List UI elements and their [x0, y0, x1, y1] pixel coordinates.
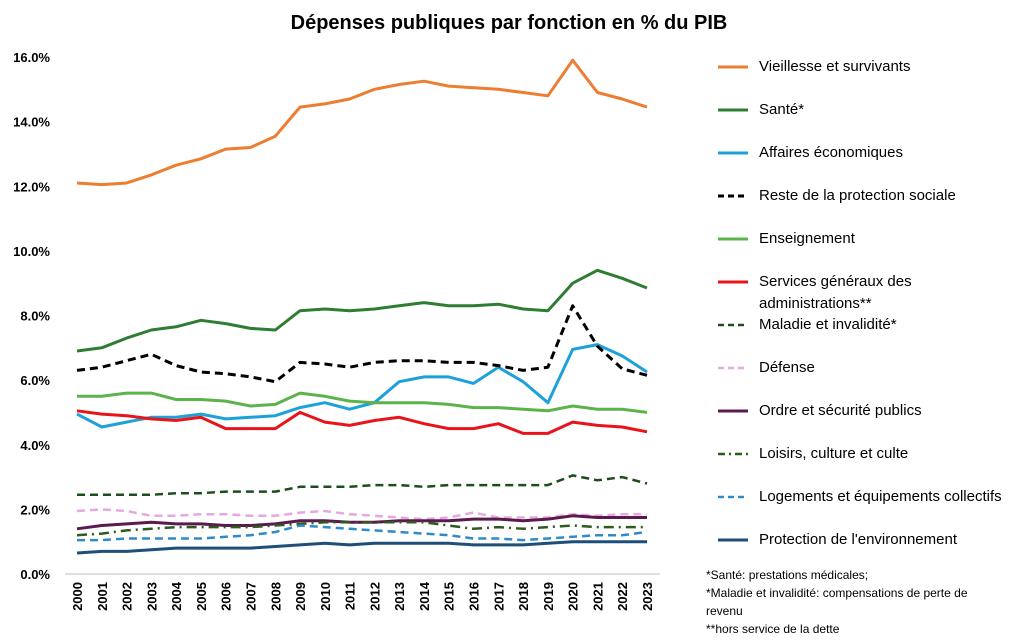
series-line [76, 268, 648, 353]
x-tick-label: 2020 [566, 582, 581, 611]
x-tick-label: 2016 [467, 582, 482, 611]
x-tick-label: 2006 [219, 582, 234, 611]
x-tick-label: 2018 [516, 582, 531, 611]
legend-swatch [718, 151, 748, 155]
legend-label: Affaires économiques [759, 144, 903, 161]
legend-item: Maladie et invalidité* [714, 314, 1014, 354]
legend-swatch [718, 280, 748, 284]
series-lines [76, 58, 648, 555]
legend-item: Reste de la protection sociale [714, 185, 1014, 225]
legend-item: Services généraux des administrations** [714, 271, 1014, 312]
legend-label: Santé* [759, 101, 805, 118]
y-tick-label: 6.0% [20, 373, 50, 388]
y-tick-label: 2.0% [20, 502, 50, 517]
footnote-sante: *Santé: prestations médicales; [706, 568, 869, 582]
y-tick-label: 12.0% [13, 179, 50, 194]
x-tick-label: 2003 [144, 582, 159, 611]
series-line [76, 508, 647, 521]
legend-item: Protection de l'environnement [714, 529, 1014, 569]
series-line [77, 391, 648, 414]
legend-swatch [718, 409, 748, 413]
y-tick-label: 0.0% [20, 567, 50, 582]
x-tick-label: 2012 [367, 582, 382, 611]
footnote-dette: **hors service de la dette [706, 622, 840, 636]
legend-item: Ordre et sécurité publics [714, 400, 1014, 440]
x-tick-label: 2011 [343, 582, 358, 610]
legend-item: Enseignement [714, 228, 1014, 268]
x-tick-label: 2014 [417, 581, 432, 611]
legend-swatch [718, 323, 748, 327]
legend-label: Maladie et invalidité* [759, 316, 897, 333]
series-line [76, 521, 647, 537]
footnotes: *Santé: prestations médicales; *Maladie … [706, 566, 1006, 638]
legend-item: Santé* [714, 99, 1014, 139]
series-line [76, 343, 648, 429]
x-tick-label: 2005 [194, 582, 209, 611]
series-line [77, 474, 648, 497]
legend-swatch [718, 65, 748, 69]
y-tick-label: 8.0% [20, 309, 50, 324]
x-tick-label: 2001 [95, 582, 110, 611]
legend-swatch [718, 108, 748, 112]
legend-label: Enseignement [759, 230, 855, 247]
legend-swatch [718, 366, 748, 370]
legend-label: Services généraux des administrations** [759, 273, 912, 312]
legend-swatch [718, 452, 748, 456]
y-axis-ticks: 0.0% 2.0% 4.0% 6.0% 8.0% 10.0% 12.0% 14.0% 16.0% [13, 50, 50, 582]
x-tick-label: 2004 [169, 581, 184, 611]
y-tick-label: 4.0% [20, 438, 50, 453]
y-tick-label: 16.0% [13, 50, 50, 65]
x-tick-label: 2008 [268, 582, 283, 611]
legend-item: Affaires économiques [714, 142, 1014, 182]
series-line [76, 514, 647, 531]
legend-label: Défense [759, 359, 815, 376]
footnote-maladie: *Maladie et invalidité: compensations de… [706, 586, 968, 618]
legend-label: Protection de l'environnement [759, 531, 957, 548]
x-tick-label: 2007 [243, 582, 258, 611]
x-axis-ticks: 2000 2001 2002 2003 2004 2005 2006 2007 2008 2009… [70, 581, 655, 611]
x-tick-label: 2009 [293, 582, 308, 611]
x-tick-label: 2023 [640, 582, 655, 611]
y-tick-label: 10.0% [13, 244, 50, 259]
y-tick-label: 14.0% [13, 115, 50, 130]
series-line [76, 58, 648, 187]
series-line [76, 304, 648, 384]
x-tick-label: 2022 [615, 582, 630, 611]
legend-label: Ordre et sécurité publics [759, 402, 922, 419]
series-line [76, 540, 647, 555]
legend-item: Logements et équipements collectifs [714, 486, 1014, 526]
chart-title: Dépenses publiques par fonction en % du … [290, 12, 728, 34]
x-tick-label: 2017 [491, 582, 506, 611]
legend-label: Reste de la protection sociale [759, 187, 956, 204]
series-line [77, 524, 648, 542]
x-tick-label: 2002 [120, 582, 135, 611]
x-tick-label: 2010 [318, 582, 333, 611]
legend-item: Loisirs, culture et culte [714, 443, 1014, 483]
legend-swatch [718, 538, 748, 542]
x-tick-label: 2000 [70, 582, 85, 611]
series-line [76, 409, 648, 435]
legend-label: Vieillesse et survivants [759, 58, 911, 75]
legend-label: Loisirs, culture et culte [759, 445, 909, 462]
legend-item: Défense [714, 357, 1014, 397]
x-tick-label: 2021 [590, 582, 605, 611]
x-tick-label: 2015 [442, 582, 457, 611]
legend-item: Vieillesse et survivants [714, 56, 1014, 96]
legend-swatch [718, 194, 748, 198]
legend-label: Logements et équipements collectifs [759, 488, 1002, 505]
x-tick-label: 2013 [392, 582, 407, 611]
legend-swatch [718, 237, 748, 241]
legend-swatch [718, 495, 748, 499]
x-tick-label: 2019 [541, 582, 556, 611]
